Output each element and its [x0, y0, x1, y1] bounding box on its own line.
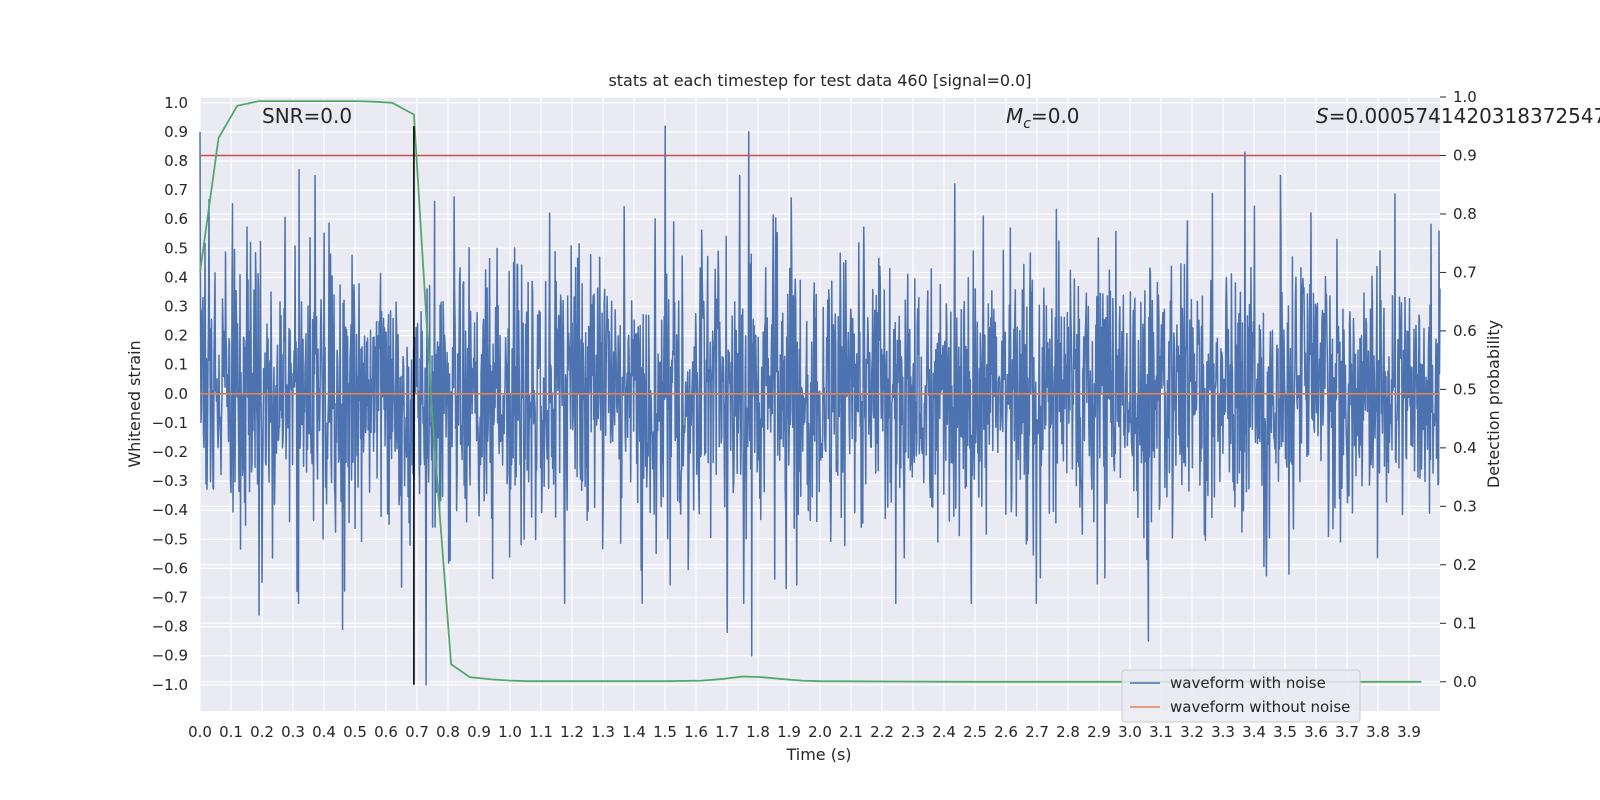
x-tick-label: 0.7	[405, 723, 429, 741]
x-tick-label: 0.2	[250, 723, 274, 741]
y-tick-label: 0.4	[164, 268, 188, 286]
x-tick-label: 3.8	[1366, 723, 1390, 741]
y-tick-label: −0.3	[152, 472, 188, 490]
y-tick-label: 1.0	[164, 94, 188, 112]
chirp-mass-annotation: Mc=0.0	[1006, 104, 1080, 132]
x-tick-label: 1.6	[684, 723, 708, 741]
y-tick-label: 0.3	[164, 298, 188, 316]
legend-box	[1121, 669, 1361, 723]
x-tick-label: 1.7	[715, 723, 739, 741]
y-right-tick-label: 0.6	[1453, 322, 1477, 340]
x-tick-label: 0.6	[374, 723, 398, 741]
x-tick-label: 2.0	[808, 723, 832, 741]
x-tick-label: 1.1	[529, 723, 553, 741]
x-tick-label: 0.1	[219, 723, 243, 741]
x-tick-label: 2.4	[932, 723, 956, 741]
y-tick-label: −0.6	[152, 559, 188, 577]
x-tick-label: 2.8	[1056, 723, 1080, 741]
statistic-value: =0.0005741420318372547	[1329, 104, 1600, 128]
x-tick-label: 2.6	[994, 723, 1018, 741]
y-right-tick-label: 0.1	[1453, 614, 1477, 632]
y-right-tick-label: 0.7	[1453, 263, 1477, 281]
y-tick-label: 0.7	[164, 181, 188, 199]
y-right-tick-label: 0.5	[1453, 380, 1477, 398]
x-tick-label: 0.0	[188, 723, 212, 741]
x-tick-label: 0.4	[312, 723, 336, 741]
chirp-mass-symbol: M	[1006, 104, 1023, 128]
y-right-tick-label: 0.4	[1453, 439, 1477, 457]
x-tick-label: 3.3	[1211, 723, 1235, 741]
legend: waveform with noise waveform without noi…	[1121, 669, 1361, 723]
x-tick-label: 3.5	[1273, 723, 1297, 741]
x-tick-label: 3.6	[1304, 723, 1328, 741]
x-tick-label: 3.0	[1118, 723, 1142, 741]
legend-label-clean: waveform without noise	[1170, 698, 1350, 716]
y-axis-label: Whitened strain	[125, 340, 144, 467]
x-tick-label: 3.7	[1335, 723, 1359, 741]
x-tick-label: 3.9	[1397, 723, 1421, 741]
x-tick-label: 0.9	[467, 723, 491, 741]
waveform-with-noise-line	[199, 125, 1441, 686]
y-tick-label: 0.2	[164, 327, 188, 345]
legend-label-noise: waveform with noise	[1170, 674, 1326, 692]
x-tick-label: 0.3	[281, 723, 305, 741]
y-right-tick-label: 0.8	[1453, 205, 1477, 223]
y-right-tick-label: 1.0	[1453, 88, 1477, 106]
x-tick-label: 3.1	[1149, 723, 1173, 741]
chart-title: stats at each timestep for test data 460…	[608, 71, 1031, 90]
y-tick-label: 0.9	[164, 123, 188, 141]
y-tick-label: −0.7	[152, 589, 188, 607]
chirp-mass-subscript: c	[1023, 116, 1031, 132]
waveform-with-noise-series	[199, 125, 1441, 686]
x-tick-label: 2.5	[963, 723, 987, 741]
x-tick-label: 1.3	[591, 723, 615, 741]
y-tick-label: −0.2	[152, 443, 188, 461]
x-tick-label: 2.7	[1025, 723, 1049, 741]
x-tick-label: 2.3	[901, 723, 925, 741]
y-right-tick-label: 0.3	[1453, 497, 1477, 515]
y-right-axis-label: Detection probability	[1484, 320, 1503, 488]
y-tick-label: −0.8	[152, 618, 188, 636]
x-tick-label: 0.5	[343, 723, 367, 741]
x-tick-label: 2.9	[1087, 723, 1111, 741]
snr-annotation: SNR=0.0	[262, 104, 352, 128]
x-tick-label: 3.4	[1242, 723, 1266, 741]
y-tick-label: −0.4	[152, 501, 188, 519]
y-right-tick-label: 0.2	[1453, 556, 1477, 574]
x-tick-label: 2.2	[870, 723, 894, 741]
chirp-mass-value: =0.0	[1031, 104, 1080, 128]
x-axis-label: Time (s)	[785, 745, 851, 764]
y-tick-label: −0.5	[152, 530, 188, 548]
y-tick-label: 0.5	[164, 239, 188, 257]
statistic-symbol: S	[1316, 104, 1329, 128]
x-tick-label: 1.0	[498, 723, 522, 741]
statistic-annotation: S=0.0005741420318372547	[1316, 104, 1600, 128]
y-right-tick-label: 0.9	[1453, 146, 1477, 164]
y-tick-labels: 1.0 0.9 0.8 0.7 0.6 0.5 0.4 0.3 0.2 0.1 0.0 −0.1 −0.…	[152, 94, 188, 694]
x-tick-label: 0.8	[436, 723, 460, 741]
x-tick-labels: 0.0 0.1 0.2 0.3 0.4 0.5 0.6 0.7 0.8 0.9 1.0 1.1 1.2 1…	[188, 723, 1421, 741]
x-tick-label: 1.2	[560, 723, 584, 741]
x-tick-label: 3.2	[1180, 723, 1204, 741]
x-tick-label: 2.1	[839, 723, 863, 741]
x-tick-label: 1.8	[746, 723, 770, 741]
y-tick-label: 0.1	[164, 356, 188, 374]
detection-probability-series	[199, 100, 1422, 683]
y-tick-label: 0.0	[164, 385, 188, 403]
x-tick-label: 1.9	[777, 723, 801, 741]
y-tick-label: 0.6	[164, 210, 188, 228]
y-tick-label: −0.9	[152, 647, 188, 665]
y-tick-label: 0.8	[164, 152, 188, 170]
y-tick-label: −1.0	[152, 676, 188, 694]
x-tick-label: 1.4	[622, 723, 646, 741]
y-right-tick-labels: 1.0 0.9 0.8 0.7 0.6 0.5 0.4 0.3 0.2 0.1 0.0	[1440, 88, 1477, 691]
y-tick-label: −0.1	[152, 414, 188, 432]
x-tick-label: 1.5	[653, 723, 677, 741]
y-right-tick-label: 0.0	[1453, 673, 1477, 691]
